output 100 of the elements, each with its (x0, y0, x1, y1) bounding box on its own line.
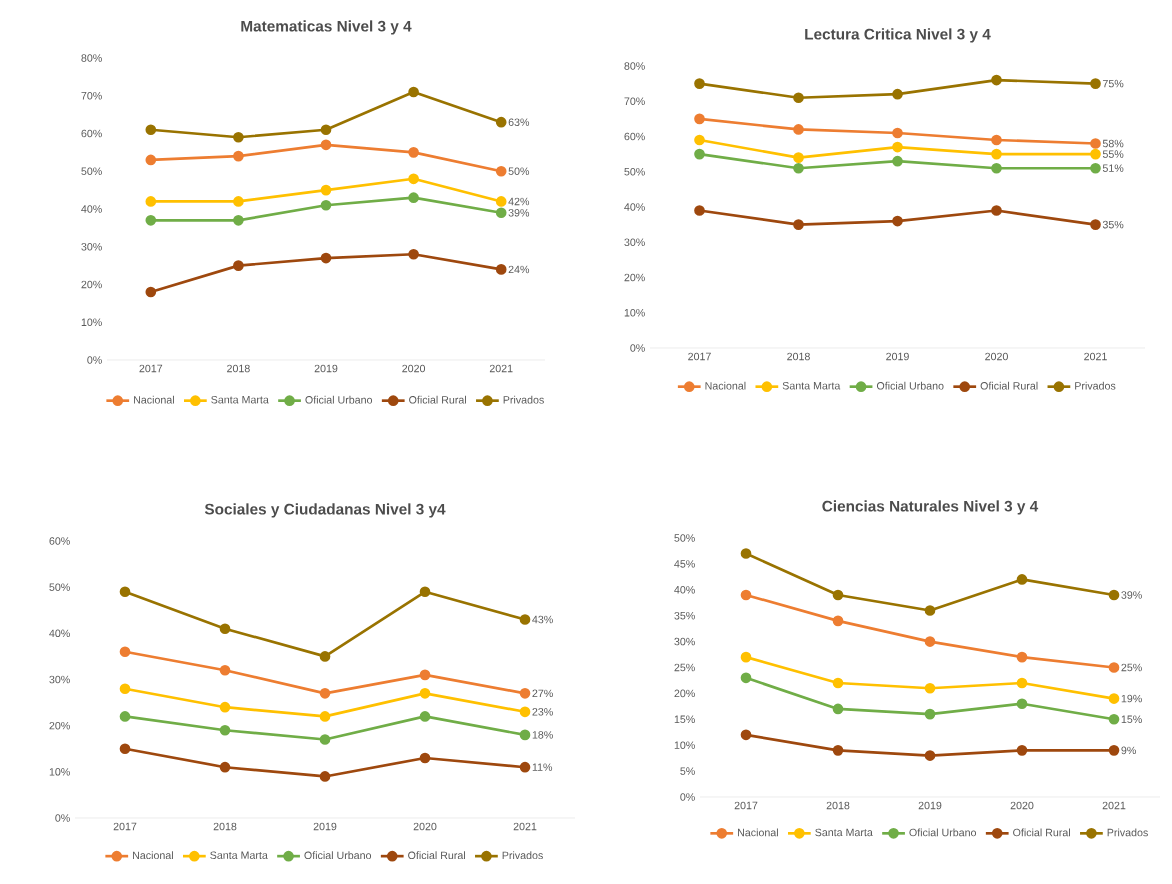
point (495, 264, 507, 275)
point (119, 683, 131, 695)
point (694, 148, 705, 160)
y-tick-label: 40% (49, 629, 70, 638)
point (319, 651, 331, 662)
point (495, 165, 507, 177)
legend-label: Nacional (133, 851, 173, 860)
point (1090, 162, 1101, 174)
y-tick-label: 70% (81, 91, 102, 100)
y-tick-label: 50% (624, 167, 645, 176)
data-label: 18% (532, 731, 553, 739)
point (924, 605, 936, 616)
point (519, 729, 531, 741)
legend-label: Oficial Urbano (305, 395, 373, 404)
point (145, 286, 157, 298)
point (694, 205, 705, 216)
point (233, 150, 244, 162)
point (408, 86, 419, 98)
data-label: 23% (532, 708, 553, 716)
point (519, 761, 531, 773)
legend-label: Nacional (134, 395, 174, 404)
chart-title: Ciencias Naturales Nivel 3 y 4 (822, 500, 1039, 515)
point (1108, 745, 1120, 756)
legend-label: Oficial Urbano (909, 828, 977, 837)
point (1108, 693, 1120, 704)
point (233, 131, 244, 143)
point (319, 688, 331, 699)
point (519, 614, 531, 625)
y-tick-label: 0% (55, 814, 70, 822)
y-tick-label: 10% (81, 318, 102, 327)
y-tick-label: 80% (624, 62, 645, 70)
data-label: 75% (1102, 79, 1124, 88)
point (892, 88, 903, 100)
point (832, 589, 844, 601)
data-label: 43% (532, 615, 553, 624)
point (219, 701, 231, 713)
data-label: 9% (1121, 746, 1136, 755)
point (793, 152, 804, 163)
data-label: 63% (508, 118, 530, 126)
y-tick-label: 10% (624, 308, 645, 317)
point (320, 252, 332, 264)
chart-title: Sociales y Ciudadanas Nivel 3 y4 (204, 503, 446, 518)
data-label: 50% (508, 167, 530, 176)
data-label: 27% (532, 689, 553, 698)
point (991, 74, 1002, 86)
y-tick-label: 50% (49, 583, 70, 591)
data-label: 42% (508, 197, 530, 206)
point (892, 215, 903, 227)
point (793, 219, 804, 230)
y-tick-label: 0% (630, 344, 645, 352)
point (419, 688, 431, 699)
y-tick-label: 30% (81, 242, 102, 251)
point (319, 734, 331, 745)
point (1090, 148, 1101, 160)
point (495, 207, 507, 219)
y-tick-label: 20% (674, 689, 695, 698)
point (320, 139, 332, 151)
y-tick-label: 30% (624, 238, 645, 247)
x-tick-label: 2017 (734, 801, 758, 810)
point (519, 706, 531, 718)
point (924, 750, 936, 761)
point (793, 162, 804, 174)
y-tick-label: 10% (674, 741, 695, 749)
x-tick-label: 2018 (826, 801, 850, 810)
legend-label: Privados (1075, 381, 1116, 390)
point (694, 134, 705, 146)
point (320, 199, 332, 211)
point (1108, 589, 1120, 601)
point (924, 708, 936, 720)
point (319, 771, 331, 782)
point (892, 141, 903, 153)
x-tick-label: 2020 (402, 364, 426, 373)
point (740, 651, 752, 663)
y-tick-label: 20% (49, 721, 70, 730)
y-tick-label: 40% (674, 586, 695, 594)
legend-label: Oficial Urbano (304, 851, 372, 860)
point (233, 214, 244, 226)
y-tick-label: 60% (49, 537, 70, 545)
y-tick-label: 45% (674, 560, 695, 568)
point (495, 196, 507, 207)
point (319, 711, 331, 722)
point (924, 636, 936, 647)
point (924, 682, 936, 694)
point (408, 147, 419, 158)
point (419, 752, 431, 764)
point (1016, 677, 1028, 689)
y-tick-label: 15% (674, 715, 695, 724)
legend-label: Oficial Rural (980, 381, 1038, 390)
x-tick-label: 2017 (113, 822, 137, 831)
point (419, 586, 431, 598)
y-tick-label: 50% (674, 534, 695, 542)
point (1090, 78, 1101, 89)
point (832, 677, 844, 689)
legend-label: Santa Marta (782, 381, 841, 390)
point (320, 124, 332, 136)
point (991, 205, 1002, 216)
data-label: 25% (1121, 663, 1142, 672)
point (1090, 138, 1101, 149)
x-tick-label: 2021 (1084, 352, 1107, 361)
y-tick-label: 0% (680, 793, 695, 801)
